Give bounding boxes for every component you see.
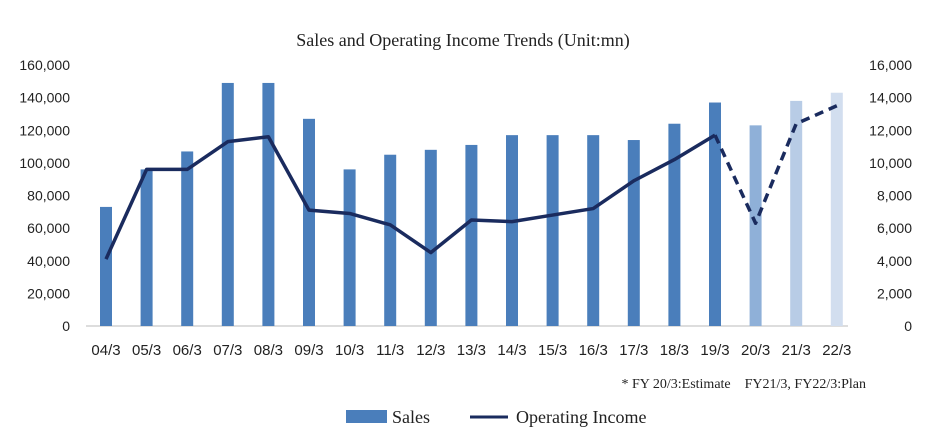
legend-operating-income-label: Operating Income xyxy=(516,407,646,427)
sales-bar xyxy=(790,100,803,326)
x-axis-tick-label: 07/3 xyxy=(213,342,242,359)
legend-sales-label: Sales xyxy=(392,407,430,427)
x-axis-tick-label: 20/3 xyxy=(741,342,770,359)
chart-note: * FY 20/3:Estimate FY21/3, FY22/3:Plan xyxy=(622,377,867,392)
right-axis-tick-label: 2,000 xyxy=(877,285,912,301)
sales-bars xyxy=(100,82,843,326)
sales-bar xyxy=(303,118,315,326)
x-axis-tick-label: 04/3 xyxy=(91,342,120,359)
x-axis-tick-label: 14/3 xyxy=(497,342,526,359)
x-axis-tick-label: 06/3 xyxy=(173,342,202,359)
left-axis-tick-label: 160,000 xyxy=(19,57,70,73)
x-axis-tick-label: 08/3 xyxy=(254,342,283,359)
left-axis-tick-label: 20,000 xyxy=(27,285,70,301)
left-axis-tick-label: 80,000 xyxy=(27,188,70,204)
sales-bar xyxy=(221,82,234,326)
x-axis-tick-label: 11/3 xyxy=(376,342,404,359)
sales-bar xyxy=(181,151,194,326)
sales-bar xyxy=(100,206,112,326)
left-axis-tick-label: 0 xyxy=(62,318,70,334)
sales-bar xyxy=(262,82,275,326)
sales-bar xyxy=(749,125,762,326)
right-axis-tick-label: 12,000 xyxy=(869,122,912,138)
x-axis-ticks: 04/3 05/3 06/3 07/3 08/3 09/3 10/3 11/3 12/3 13/3… xyxy=(91,342,851,359)
sales-bar xyxy=(506,135,518,326)
operating-income-line-dashed xyxy=(713,104,838,225)
sales-bar xyxy=(140,169,153,326)
x-axis-tick-label: 10/3 xyxy=(335,342,364,359)
x-axis-tick-label: 21/3 xyxy=(782,342,811,359)
right-axis-tick-label: 8,000 xyxy=(877,188,912,204)
sales-bar xyxy=(830,92,843,326)
sales-bar xyxy=(709,102,721,326)
x-axis-tick-label: 19/3 xyxy=(700,342,729,359)
x-axis-tick-label: 17/3 xyxy=(619,342,648,359)
sales-bar xyxy=(587,135,600,326)
chart-title: Sales and Operating Income Trends (Unit:… xyxy=(296,30,629,51)
right-axis-tick-label: 14,000 xyxy=(869,90,912,106)
left-axis-tick-label: 60,000 xyxy=(27,220,70,236)
sales-bar xyxy=(546,135,559,326)
sales-bar xyxy=(627,140,640,326)
sales-bar xyxy=(465,144,478,326)
sales-bar xyxy=(384,154,397,326)
sales-bar xyxy=(668,123,681,326)
x-axis-tick-label: 05/3 xyxy=(132,342,161,359)
right-axis-tick-label: 4,000 xyxy=(877,253,912,269)
sales-bar xyxy=(343,169,356,326)
x-axis-tick-label: 09/3 xyxy=(294,342,323,359)
right-axis-tick-label: 10,000 xyxy=(869,155,912,171)
right-axis-tick-label: 6,000 xyxy=(877,220,912,236)
left-axis-tick-label: 40,000 xyxy=(27,253,70,269)
legend: Sales Operating Income xyxy=(346,407,646,427)
operating-income-line xyxy=(104,104,838,260)
x-axis-tick-label: 18/3 xyxy=(660,342,689,359)
right-axis-tick-label: 16,000 xyxy=(869,57,912,73)
left-axis: 0 20,000 40,000 60,000 80,000 100,000 120,000 1… xyxy=(19,57,70,334)
left-axis-tick-label: 100,000 xyxy=(19,155,70,171)
x-axis-tick-label: 22/3 xyxy=(822,342,851,359)
left-axis-tick-label: 120,000 xyxy=(19,122,70,138)
legend-sales-swatch xyxy=(346,410,387,423)
x-axis-tick-label: 15/3 xyxy=(538,342,567,359)
operating-income-line-solid xyxy=(104,133,716,260)
x-axis-tick-label: 12/3 xyxy=(416,342,445,359)
x-axis-tick-label: 16/3 xyxy=(579,342,608,359)
sales-bar xyxy=(424,149,437,326)
right-axis: 0 2,000 4,000 6,000 8,000 10,000 12,000 14,000 1… xyxy=(869,57,912,334)
x-axis-tick-label: 13/3 xyxy=(457,342,486,359)
right-axis-tick-label: 0 xyxy=(904,318,912,334)
left-axis-tick-label: 140,000 xyxy=(19,90,70,106)
